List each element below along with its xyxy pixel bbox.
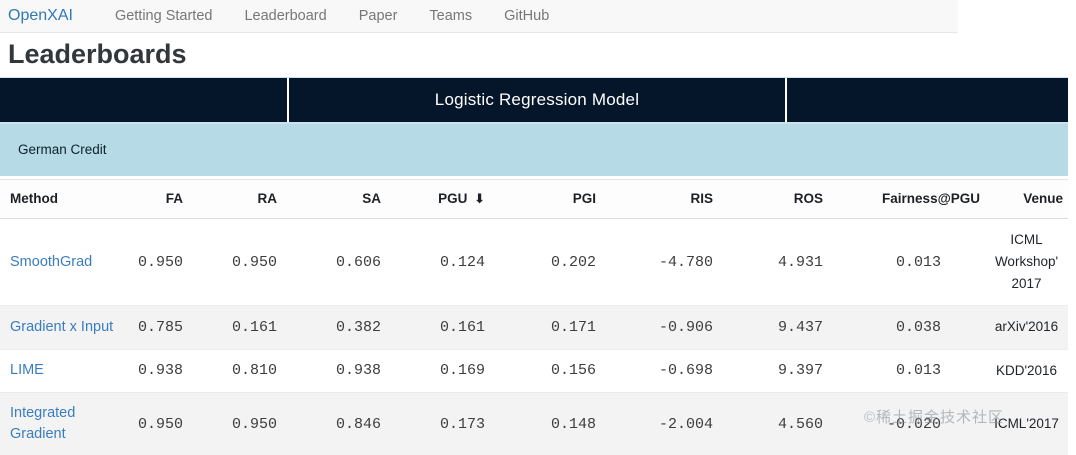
table-row: LIME 0.938 0.810 0.938 0.169 0.156 -0.69… <box>0 348 1068 393</box>
venue-cell: KDD'2016 <box>985 348 1068 393</box>
ros-value: 4.931 <box>718 217 828 306</box>
leaderboard-table: Method FA RA SA PGU ⬇ PGI RIS ROS Fairne… <box>0 178 1068 455</box>
ris-value: -4.780 <box>601 217 718 306</box>
ros-value: 9.437 <box>718 305 828 350</box>
venue-text: KDD'2016 <box>995 362 1058 378</box>
banner-right-segment <box>787 77 1068 122</box>
fa-value: 0.938 <box>120 348 188 393</box>
venue-cell: arXiv'2016 <box>985 305 1068 350</box>
top-navbar: OpenXAI Getting Started Leaderboard Pape… <box>0 0 958 33</box>
column-header-pgi[interactable]: PGI <box>490 178 601 219</box>
method-cell: LIME <box>0 348 120 393</box>
banner-model-segment: Logistic Regression Model <box>289 77 785 122</box>
fairness-pgu-value: -0.020 <box>828 392 985 455</box>
ra-value: 0.161 <box>188 305 282 350</box>
ra-value: 0.950 <box>188 392 282 455</box>
model-banner: Logistic Regression Model <box>0 76 1068 124</box>
column-header-ris[interactable]: RIS <box>601 178 718 219</box>
table-row: Integrated Gradient 0.950 0.950 0.846 0.… <box>0 392 1068 455</box>
nav-item-github[interactable]: GitHub <box>504 8 550 24</box>
pgu-value: 0.173 <box>386 392 490 455</box>
fairness-pgu-value: 0.013 <box>828 217 985 306</box>
dataset-band: German Credit <box>0 123 1068 176</box>
pgu-value: 0.124 <box>386 217 490 306</box>
fa-value: 0.785 <box>120 305 188 350</box>
column-header-fairness-pgu[interactable]: Fairness@PGU <box>828 178 985 219</box>
nav-item-getting-started[interactable]: Getting Started <box>114 8 213 24</box>
sa-value: 0.382 <box>282 305 386 350</box>
method-cell: Integrated Gradient <box>0 392 120 455</box>
column-header-fa[interactable]: FA <box>120 178 188 219</box>
pgu-value: 0.169 <box>386 348 490 393</box>
ra-value: 0.950 <box>188 217 282 306</box>
fa-value: 0.950 <box>120 392 188 455</box>
method-cell: Gradient x Input <box>0 305 120 350</box>
dataset-label: German Credit <box>18 142 107 158</box>
venue-cell: ICML'2017 <box>985 392 1068 455</box>
sa-value: 0.606 <box>282 217 386 306</box>
fairness-pgu-value: 0.038 <box>828 305 985 350</box>
banner-left-segment <box>0 77 287 122</box>
fa-value: 0.950 <box>120 217 188 306</box>
method-link[interactable]: Gradient x Input <box>10 319 114 336</box>
ros-value: 4.560 <box>718 392 828 455</box>
method-link[interactable]: LIME <box>10 362 44 379</box>
venue-text: ICML'2017 <box>994 415 1059 431</box>
venue-text: ICML Workshop' 2017 <box>994 231 1059 292</box>
page-title: Leaderboards <box>8 39 187 69</box>
nav-item-leaderboard[interactable]: Leaderboard <box>244 8 327 24</box>
column-header-method[interactable]: Method <box>0 178 120 219</box>
venue-cell: ICML Workshop' 2017 <box>985 217 1068 306</box>
column-header-ra[interactable]: RA <box>188 178 282 219</box>
ris-value: -0.906 <box>601 305 718 350</box>
pgi-value: 0.156 <box>490 348 601 393</box>
fairness-pgu-value: 0.013 <box>828 348 985 393</box>
nav-item-paper[interactable]: Paper <box>358 8 398 24</box>
column-header-venue[interactable]: Venue <box>985 178 1068 219</box>
sa-value: 0.846 <box>282 392 386 455</box>
pgu-value: 0.161 <box>386 305 490 350</box>
ris-value: -0.698 <box>601 348 718 393</box>
column-header-ros[interactable]: ROS <box>718 178 828 219</box>
pgi-value: 0.171 <box>490 305 601 350</box>
column-header-pgu[interactable]: PGU ⬇ <box>386 178 490 219</box>
nav-item-teams[interactable]: Teams <box>429 8 473 24</box>
method-cell: SmoothGrad <box>0 217 120 306</box>
ris-value: -2.004 <box>601 392 718 455</box>
ra-value: 0.810 <box>188 348 282 393</box>
pgi-value: 0.148 <box>490 392 601 455</box>
ros-value: 9.397 <box>718 348 828 393</box>
table-row: Gradient x Input 0.785 0.161 0.382 0.161… <box>0 305 1068 350</box>
pgi-value: 0.202 <box>490 217 601 306</box>
venue-text: arXiv'2016 <box>994 319 1059 335</box>
column-header-sa[interactable]: SA <box>282 178 386 219</box>
sa-value: 0.938 <box>282 348 386 393</box>
brand-link-openxai[interactable]: OpenXAI <box>8 7 73 24</box>
method-link[interactable]: Integrated Gradient <box>10 405 76 443</box>
model-header-label: Logistic Regression Model <box>434 89 640 109</box>
sort-desc-icon: ⬇ <box>474 191 485 207</box>
method-link[interactable]: SmoothGrad <box>10 253 93 270</box>
table-row: SmoothGrad 0.950 0.950 0.606 0.124 0.202… <box>0 217 1068 306</box>
table-header-row: Method FA RA SA PGU ⬇ PGI RIS ROS Fairne… <box>0 178 1068 219</box>
column-header-pgu-label: PGU <box>438 190 468 206</box>
